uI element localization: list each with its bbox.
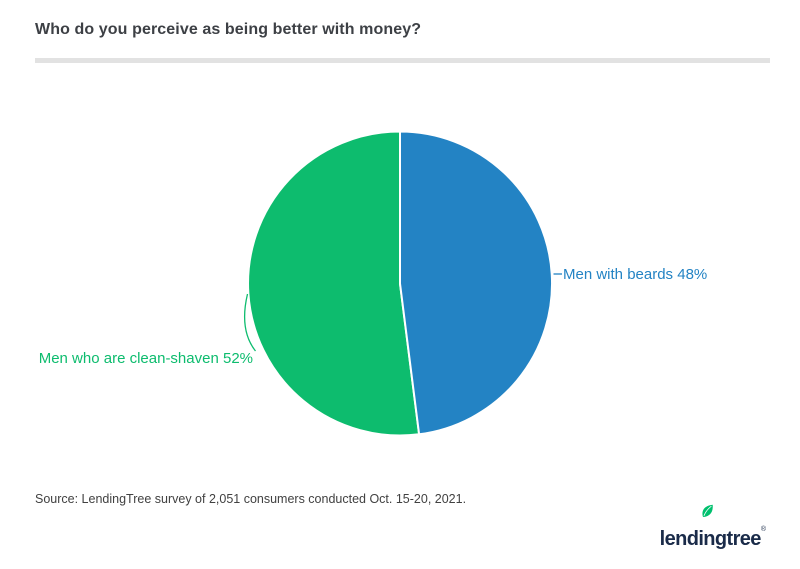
logo-wordmark: lendingtree [659,528,762,550]
pie-slice-men-with-beards [399,130,553,436]
source-note: Source: LendingTree survey of 2,051 cons… [35,492,467,506]
slice-label-men-with-beards: Men with beards 48% [563,266,708,283]
lendingtree-logo: lendingtree® [659,504,766,551]
page-title: Who do you perceive as being better with… [35,21,422,38]
slice-label-clean-shaven: Men who are clean-shaven 52% [38,350,253,367]
leaf-icon [702,504,713,517]
registered-mark: ® [760,526,766,533]
callout-line-clean-shaven [243,293,257,352]
pie-slice-men-who-are-clean-shaven [247,130,421,437]
title-divider [35,58,770,63]
